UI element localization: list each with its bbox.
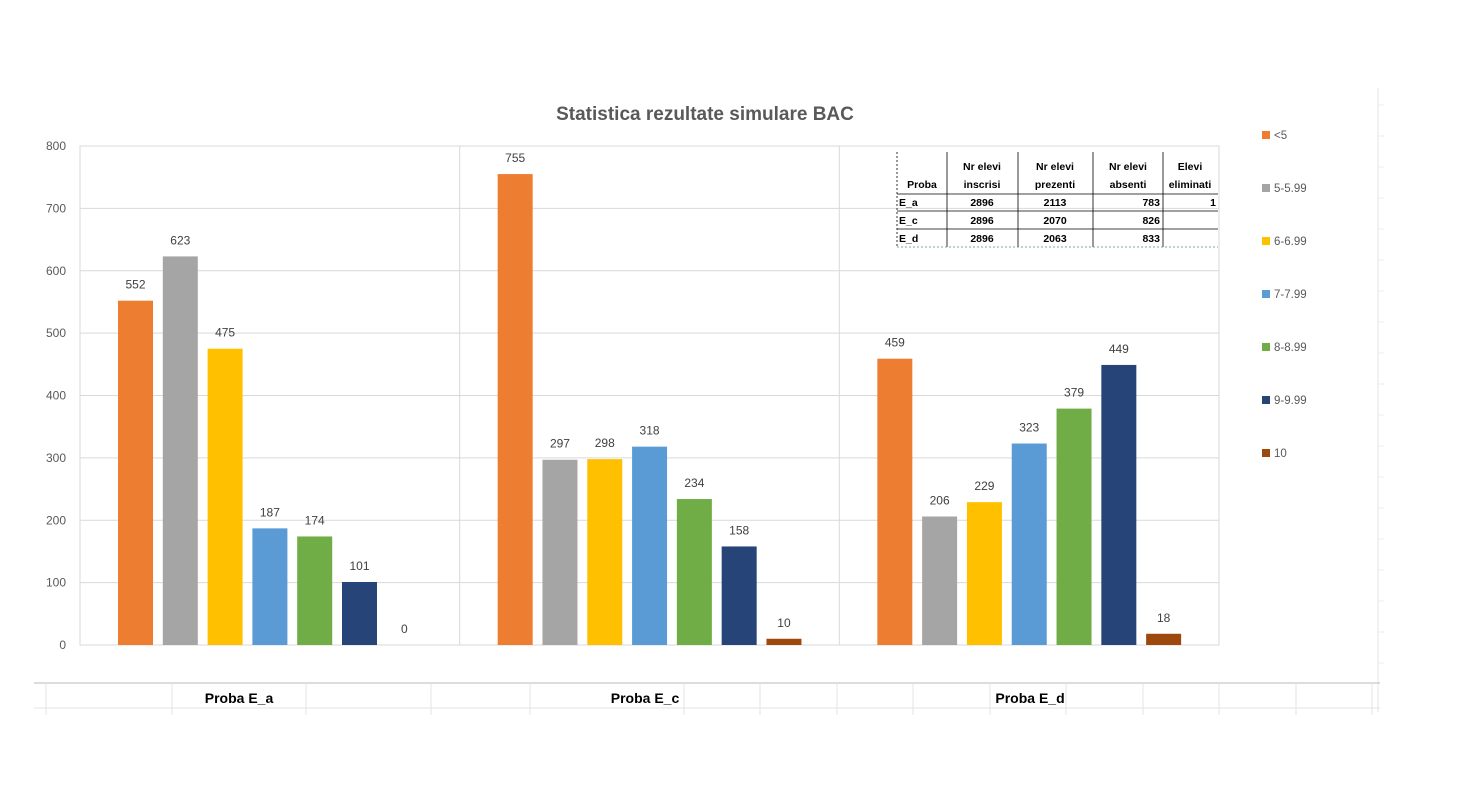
data-label: 234 [684, 476, 704, 490]
y-tick-label: 200 [46, 513, 66, 527]
category-labels: Proba E_a Proba E_c Proba E_d [205, 690, 1065, 706]
bar [1101, 364, 1137, 645]
data-label: 379 [1064, 386, 1084, 400]
legend-label: 10 [1274, 448, 1287, 460]
chart-title: Statistica rezultate simulare BAC [556, 104, 854, 125]
bar [1146, 633, 1182, 645]
table-cell: 2070 [1043, 215, 1067, 227]
table-header-cell: Nr elevi [1109, 161, 1147, 173]
y-axis: 0 100 200 300 400 500 600 700 800 [46, 139, 66, 652]
y-tick-label: 100 [46, 576, 66, 590]
legend: <5 5-5.99 6-6.99 7-7.99 8-8.99 9-9.99 10 [1262, 130, 1307, 460]
legend-label: 8-8.99 [1274, 342, 1307, 354]
y-tick-label: 700 [46, 201, 66, 215]
table-cell: 2896 [970, 197, 994, 209]
table-cell: 1 [1210, 197, 1216, 209]
y-tick-label: 600 [46, 264, 66, 278]
bar [922, 516, 958, 645]
legend-swatch [1262, 449, 1270, 457]
table-cell: 2113 [1044, 197, 1067, 209]
bar [297, 536, 333, 645]
data-label: 459 [885, 336, 905, 350]
bar [497, 174, 533, 645]
data-label: 18 [1157, 611, 1171, 625]
legend-swatch [1262, 184, 1270, 192]
category-label: Proba E_a [205, 690, 274, 706]
bar [342, 582, 377, 645]
y-tick-label: 300 [46, 451, 66, 465]
legend-swatch [1262, 290, 1270, 298]
category-label: Proba E_c [611, 690, 680, 706]
group-dividers [459, 146, 840, 645]
bar [1056, 408, 1092, 645]
table-cell: E_d [899, 233, 918, 245]
bar [632, 446, 668, 645]
table-cell: 2896 [970, 215, 994, 227]
legend-label: 9-9.99 [1274, 395, 1307, 407]
bar [966, 502, 1002, 645]
data-label: 206 [930, 494, 950, 508]
y-tick-label: 800 [46, 139, 66, 153]
table-cell: E_c [899, 215, 918, 227]
table-header-cell: Proba [907, 179, 937, 191]
table-header-cell: Nr elevi [1036, 161, 1074, 173]
table-header-cell: Elevi [1178, 161, 1203, 173]
legend-label: 5-5.99 [1274, 183, 1307, 195]
bar [252, 528, 288, 645]
data-labels: 552 623 475 187 174 101 0 755 297 298 318 234 158 10 4… [125, 151, 1170, 636]
bar [587, 459, 623, 645]
data-label: 187 [260, 505, 280, 519]
legend-label: <5 [1274, 130, 1287, 142]
y-tick-label: 0 [59, 638, 66, 652]
data-label: 623 [170, 233, 190, 247]
summary-table: Nr elevi Nr elevi Nr elevi Elevi Proba inscri… [896, 152, 1218, 248]
legend-swatch [1262, 237, 1270, 245]
bar [162, 256, 198, 645]
y-tick-label: 400 [46, 389, 66, 403]
data-label: 323 [1019, 421, 1039, 435]
data-label: 552 [125, 278, 145, 292]
data-label: 297 [550, 437, 570, 451]
data-label: 318 [640, 424, 660, 438]
data-label: 449 [1109, 342, 1129, 356]
data-label: 229 [974, 479, 994, 493]
bar [1011, 443, 1047, 645]
legend-label: 7-7.99 [1274, 289, 1307, 301]
table-cell: 2063 [1043, 233, 1067, 245]
bar [877, 358, 913, 645]
table-cell: 2896 [970, 233, 994, 245]
table-header-cell: absenti [1110, 179, 1147, 191]
data-label: 158 [729, 523, 749, 537]
bar [207, 348, 243, 645]
table-cell: 833 [1142, 233, 1160, 245]
table-cell: E_a [899, 197, 918, 209]
data-label: 0 [401, 622, 408, 636]
table-header-cell: eliminati [1169, 179, 1212, 191]
table-header-cell: prezenti [1035, 179, 1075, 191]
data-label: 755 [505, 151, 525, 165]
table-cell: 826 [1142, 215, 1160, 227]
bar [766, 638, 802, 645]
bar [118, 300, 153, 645]
bars [118, 174, 1182, 645]
legend-swatch [1262, 396, 1270, 404]
category-label: Proba E_d [995, 690, 1064, 706]
spreadsheet-grid [34, 88, 1384, 715]
data-label: 10 [777, 616, 791, 630]
bar [676, 499, 712, 645]
table-header-cell: inscrisi [964, 179, 1001, 191]
data-label: 298 [595, 436, 615, 450]
legend-swatch [1262, 343, 1270, 351]
table-header-cell: Nr elevi [963, 161, 1001, 173]
data-label: 174 [305, 513, 325, 527]
data-label: 101 [349, 559, 369, 573]
y-tick-label: 500 [46, 326, 66, 340]
legend-swatch [1262, 131, 1270, 139]
legend-label: 6-6.99 [1274, 236, 1307, 248]
bar [542, 459, 578, 645]
data-label: 475 [215, 326, 235, 340]
bar [721, 546, 757, 645]
table-cell: 783 [1142, 197, 1160, 209]
